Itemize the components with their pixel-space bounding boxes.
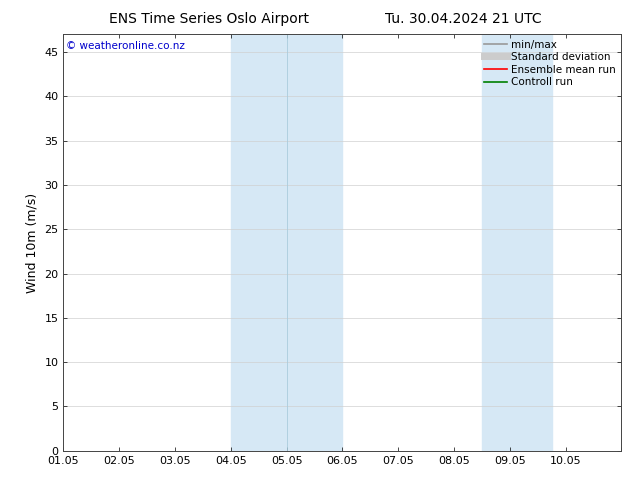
Legend: min/max, Standard deviation, Ensemble mean run, Controll run: min/max, Standard deviation, Ensemble me… <box>484 40 616 87</box>
Bar <box>482 34 552 451</box>
Y-axis label: Wind 10m (m/s): Wind 10m (m/s) <box>26 193 39 293</box>
Text: Tu. 30.04.2024 21 UTC: Tu. 30.04.2024 21 UTC <box>384 12 541 26</box>
Bar <box>231 34 342 451</box>
Text: ENS Time Series Oslo Airport: ENS Time Series Oslo Airport <box>109 12 309 26</box>
Text: © weatheronline.co.nz: © weatheronline.co.nz <box>66 41 185 50</box>
